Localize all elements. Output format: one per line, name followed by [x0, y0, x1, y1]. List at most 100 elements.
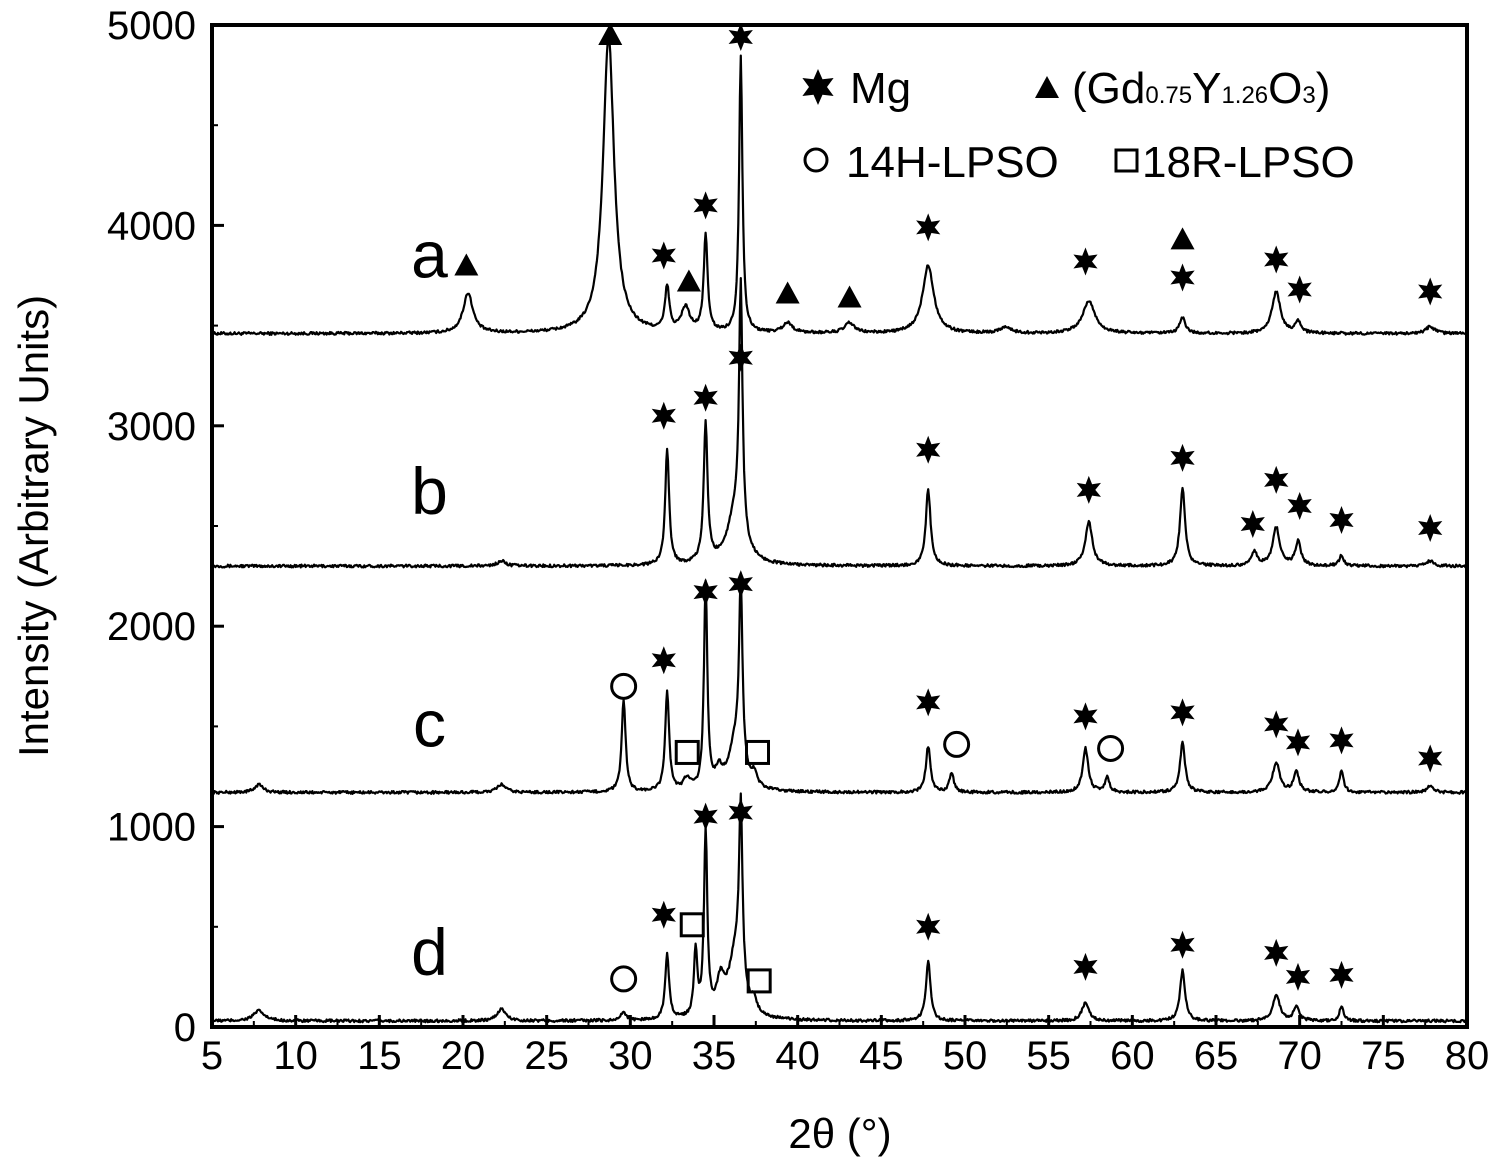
marker-star-mg: [1076, 475, 1101, 504]
marker-star-mg: [651, 401, 676, 430]
marker-triangle-oxide: [676, 269, 701, 292]
x-tick-label: 5: [201, 1034, 223, 1078]
marker-star-mg: [728, 23, 753, 51]
legend-label-mg: Mg: [850, 64, 911, 113]
legend-item-14h: 14H-LPSO: [803, 138, 1059, 187]
marker-star-mg: [1329, 506, 1354, 534]
marker-star-mg: [916, 435, 941, 464]
y-tick-label: 5000: [107, 4, 196, 48]
marker-star-mg: [728, 798, 753, 827]
x-tick-label: 55: [1026, 1034, 1071, 1078]
y-tick-label: 4000: [107, 204, 196, 248]
series-labels: a b c d: [411, 218, 448, 989]
y-axis-title: Intensity (Arbitrary Units): [10, 295, 57, 757]
x-tick-label: 45: [859, 1034, 904, 1078]
legend-item-18r: 18R-LPSO: [1114, 138, 1355, 187]
x-tick-label: 20: [441, 1034, 486, 1078]
marker-star-mg: [1264, 245, 1289, 274]
marker-star-mg: [651, 646, 676, 675]
marker-star-mg: [1073, 952, 1098, 981]
marker-square-18r: [679, 912, 705, 938]
x-tick-label: 30: [608, 1034, 653, 1078]
series-line-b: [211, 277, 1468, 569]
oxide-part-4: O: [1268, 64, 1302, 113]
series-label-d: d: [411, 915, 448, 989]
y-tick-label: 2000: [107, 605, 196, 649]
marker-star-mg: [1287, 492, 1312, 520]
marker-circle-14h: [610, 672, 638, 700]
x-tick-label: 75: [1361, 1034, 1406, 1078]
marker-star-mg: [1329, 960, 1354, 989]
legend-label-18r: 18R-LPSO: [1142, 138, 1355, 187]
marker-star-mg: [651, 241, 676, 270]
marker-star-mg: [1264, 710, 1289, 739]
marker-star-mg: [1285, 728, 1311, 757]
marker-star-mg: [1170, 930, 1195, 959]
x-tick-label: 40: [775, 1034, 820, 1078]
marker-triangle-oxide: [598, 23, 623, 46]
marker-star-mg: [1170, 443, 1195, 472]
series-label-b: b: [411, 454, 448, 528]
marker-circle-14h: [1097, 734, 1125, 762]
x-tick-label: 70: [1277, 1034, 1322, 1078]
y-axis-ticks: 0 1000 2000 3000 4000 5000: [107, 4, 224, 1050]
marker-star-mg: [1264, 465, 1289, 494]
x-tick-label: 15: [357, 1034, 402, 1078]
marker-star-mg: [916, 213, 941, 242]
oxide-part-5: 3: [1302, 82, 1315, 109]
legend-item-oxide: (Gd0.75Y1.26O3): [1035, 64, 1330, 113]
legend: Mg (Gd0.75Y1.26O3) 14H-LPSO 18R-LPSO: [802, 64, 1355, 187]
marker-circle-14h: [943, 730, 971, 758]
x-tick-label: 60: [1110, 1034, 1155, 1078]
square-icon: [1114, 148, 1139, 173]
x-tick-label: 10: [273, 1034, 318, 1078]
marker-square-18r: [745, 739, 771, 765]
marker-star-mg: [1170, 698, 1195, 727]
series-line-a: [211, 35, 1468, 336]
marker-star-mg: [728, 570, 753, 599]
series-label-a: a: [411, 218, 448, 292]
y-tick-label: 0: [174, 1006, 196, 1050]
series-label-c: c: [413, 686, 446, 760]
series-traces: [210, 35, 1468, 1024]
marker-star-mg: [651, 900, 676, 929]
marker-star-mg: [1418, 277, 1443, 306]
marker-star-mg: [693, 802, 718, 831]
marker-star-mg: [1170, 263, 1195, 292]
marker-star-mg: [1329, 726, 1354, 755]
x-axis-title: 2θ (°): [788, 1110, 891, 1157]
marker-star-mg: [916, 688, 941, 717]
x-tick-label: 25: [524, 1034, 569, 1078]
marker-triangle-oxide: [1170, 227, 1195, 250]
y-tick-label: 3000: [107, 405, 196, 449]
legend-item-mg: Mg: [802, 64, 911, 113]
marker-star-mg: [728, 343, 753, 372]
marker-square-18r: [746, 968, 772, 994]
marker-star-mg: [1264, 938, 1289, 967]
oxide-part-2: Y: [1192, 64, 1221, 113]
series-line-d: [211, 792, 1468, 1024]
marker-star-mg: [916, 912, 941, 941]
marker-star-mg: [1287, 275, 1312, 304]
x-tick-label: 50: [943, 1034, 988, 1078]
oxide-part-1: 0.75: [1145, 82, 1192, 109]
legend-label-14h: 14H-LPSO: [846, 138, 1059, 187]
marker-star-mg: [1285, 962, 1311, 991]
marker-star-mg: [693, 383, 718, 412]
x-tick-label: 80: [1445, 1034, 1490, 1078]
phase-markers: [454, 23, 1443, 994]
y-tick-label: 1000: [107, 806, 196, 850]
marker-triangle-oxide: [775, 281, 800, 304]
x-tick-label: 65: [1194, 1034, 1239, 1078]
marker-circle-14h: [610, 965, 638, 993]
star-icon: [802, 69, 834, 105]
x-axis-ticks: 5 10 15 20 25 30 35 40 45 50 55 60 65 70 75 80: [201, 1015, 1489, 1078]
oxide-part-3: 1.26: [1221, 82, 1268, 109]
marker-star-mg: [693, 191, 718, 220]
marker-star-mg: [1418, 744, 1443, 773]
marker-square-18r: [674, 739, 700, 765]
oxide-part-0: (Gd: [1072, 64, 1145, 113]
marker-star-mg: [1240, 510, 1265, 538]
marker-triangle-oxide: [837, 285, 862, 308]
